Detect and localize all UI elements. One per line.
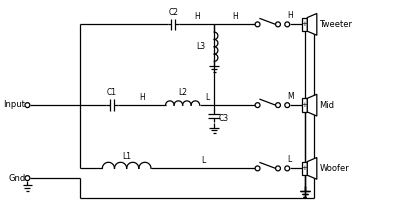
Bar bbox=[302, 98, 307, 112]
Circle shape bbox=[285, 22, 290, 27]
Text: +: + bbox=[302, 102, 307, 108]
Text: L: L bbox=[205, 93, 209, 102]
Circle shape bbox=[276, 166, 281, 171]
Polygon shape bbox=[307, 13, 317, 35]
Circle shape bbox=[255, 22, 260, 27]
Polygon shape bbox=[307, 158, 317, 179]
Polygon shape bbox=[307, 94, 317, 116]
Circle shape bbox=[276, 103, 281, 108]
Circle shape bbox=[255, 166, 260, 171]
Text: Woofer: Woofer bbox=[319, 164, 349, 173]
Text: Mid: Mid bbox=[319, 101, 334, 110]
Text: Tweeter: Tweeter bbox=[319, 20, 352, 29]
Text: L: L bbox=[287, 156, 291, 165]
Text: H: H bbox=[287, 11, 293, 20]
Bar bbox=[302, 161, 307, 175]
Text: H: H bbox=[232, 13, 238, 21]
Text: C1: C1 bbox=[107, 88, 117, 97]
Circle shape bbox=[25, 103, 30, 108]
Text: M: M bbox=[287, 92, 294, 101]
Circle shape bbox=[285, 166, 290, 171]
Circle shape bbox=[255, 103, 260, 108]
Text: L3: L3 bbox=[197, 42, 205, 51]
Text: L: L bbox=[201, 156, 205, 165]
Text: C3: C3 bbox=[218, 114, 228, 123]
Text: H: H bbox=[194, 13, 200, 21]
Text: L1: L1 bbox=[122, 152, 131, 161]
Circle shape bbox=[25, 176, 30, 181]
Text: C2: C2 bbox=[168, 7, 178, 16]
Text: Input: Input bbox=[4, 100, 26, 109]
Text: L2: L2 bbox=[178, 88, 187, 97]
Text: H: H bbox=[139, 93, 144, 102]
Text: +: + bbox=[302, 21, 307, 27]
Bar bbox=[302, 18, 307, 31]
Text: +: + bbox=[302, 165, 307, 171]
Circle shape bbox=[276, 22, 281, 27]
Circle shape bbox=[285, 103, 290, 108]
Text: Gnd: Gnd bbox=[8, 174, 26, 183]
